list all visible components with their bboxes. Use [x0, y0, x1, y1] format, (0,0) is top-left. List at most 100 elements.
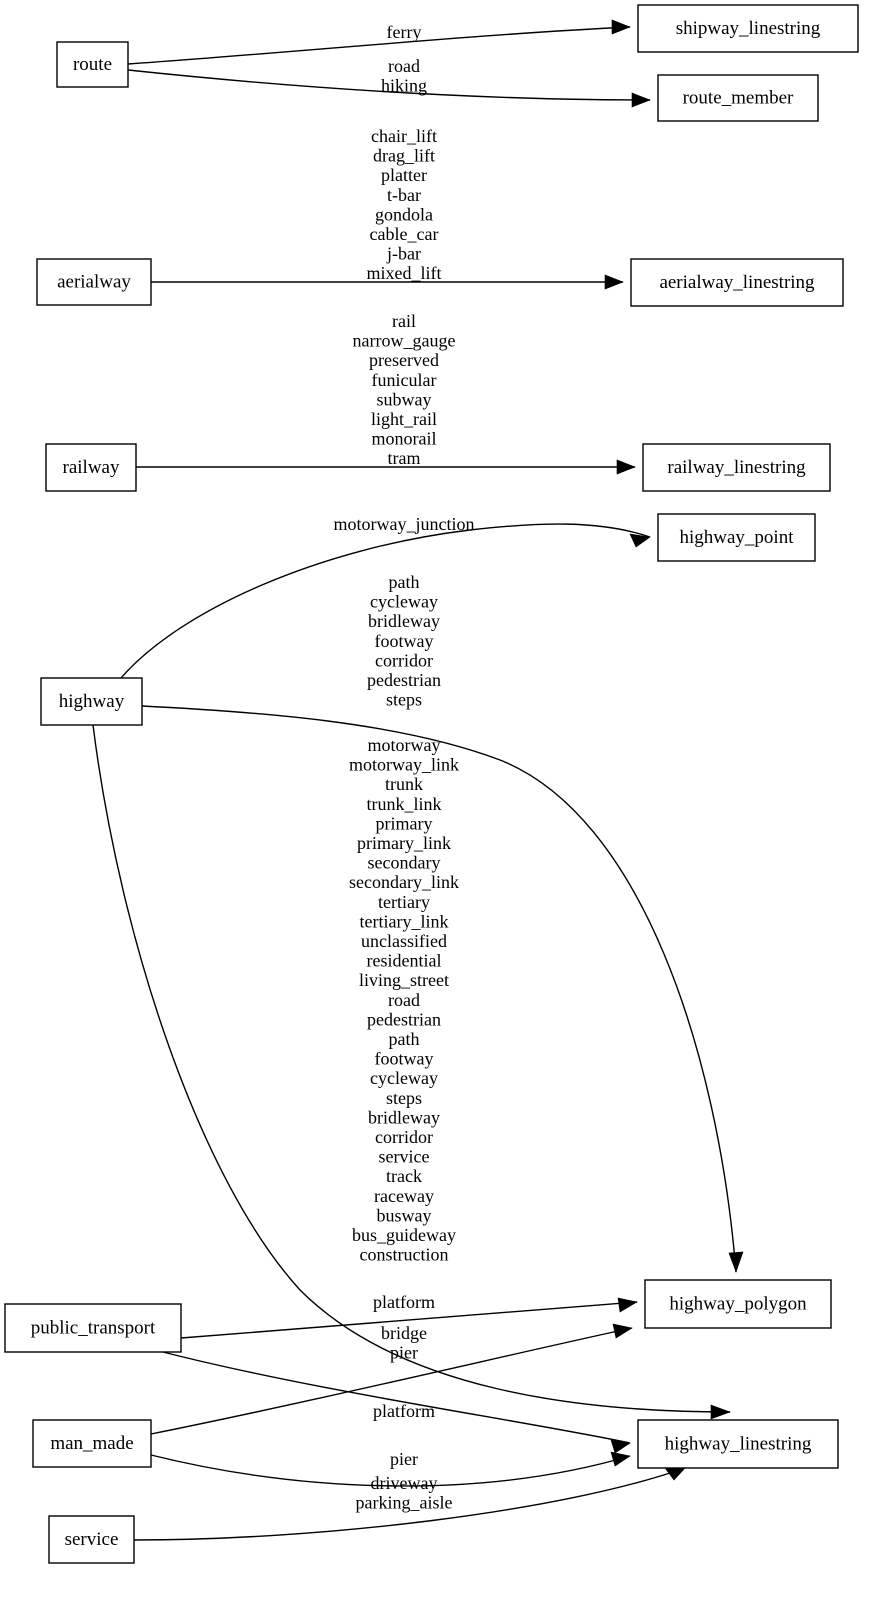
edge-highway-to-highway_polygon	[141, 705, 744, 1273]
edge-highway-to-highway_point	[120, 523, 651, 679]
edge-label: secondary_link	[349, 872, 459, 892]
edge-label-group-man_made-to-highway_linestring: pier	[390, 1449, 418, 1469]
node-aerialway_linestring[interactable]: aerialway_linestring	[630, 258, 844, 307]
node-highway_polygon[interactable]: highway_polygon	[644, 1279, 832, 1329]
edge-label: chair_lift	[371, 126, 437, 146]
edge-label: road	[388, 56, 420, 76]
arrowhead-icon	[604, 274, 624, 290]
edge-label: funicular	[372, 370, 437, 390]
edge-label-group-highway-to-highway_point: motorway_junction	[334, 514, 475, 534]
edge-label: bridge	[381, 1323, 427, 1343]
arrowhead-icon	[611, 19, 631, 35]
node-box[interactable]	[56, 41, 129, 88]
edge-line	[133, 1467, 686, 1541]
node-route_member[interactable]: route_member	[657, 74, 819, 122]
edge-label: light_rail	[371, 409, 437, 429]
node-label: highway_point	[680, 527, 795, 548]
edge-label: cycleway	[370, 1068, 438, 1088]
edge-label: trunk	[385, 774, 423, 794]
edge-labels-layer: ferryroadhikingchair_liftdrag_liftplatte…	[334, 22, 475, 1513]
node-box[interactable]	[45, 443, 137, 492]
edge-label: drag_lift	[373, 146, 435, 166]
edge-label: path	[389, 1029, 420, 1049]
edge-label: motorway_junction	[334, 514, 475, 534]
node-box[interactable]	[657, 513, 816, 562]
edge-label: steps	[386, 690, 422, 710]
node-box[interactable]	[40, 677, 143, 726]
edge-label-group-man_made-to-highway_polygon: platform	[373, 1401, 435, 1421]
node-label: public_transport	[31, 1317, 156, 1338]
edge-route-to-shipway_linestring	[127, 19, 631, 65]
node-box[interactable]	[637, 4, 859, 53]
edge-label: platform	[373, 1292, 435, 1312]
edge-label: secondary	[368, 853, 441, 873]
edge-label: path	[389, 572, 420, 592]
nodes-layer: route shipway_linestring route_memberaeria…	[4, 4, 859, 1564]
edge-label-group-highway-to-highway_linestring: motorwaymotorway_linktrunktrunk_linkprim…	[349, 735, 459, 1265]
node-label: highway	[59, 691, 125, 712]
edge-label: primary_link	[357, 833, 451, 853]
edge-label: busway	[377, 1205, 432, 1225]
edge-railway-to-railway_linestring	[136, 459, 636, 475]
edge-label: road	[388, 990, 420, 1010]
edge-label: pier	[390, 1343, 418, 1363]
edge-label: tram	[388, 448, 421, 468]
edge-label: construction	[360, 1245, 449, 1265]
node-box[interactable]	[637, 1419, 839, 1469]
node-box[interactable]	[657, 74, 819, 122]
edge-label: footway	[375, 1049, 434, 1069]
edge-label: subway	[377, 389, 432, 409]
arrowhead-icon	[610, 1451, 631, 1467]
arrowhead-icon	[710, 1404, 731, 1420]
node-label: railway	[63, 457, 120, 478]
node-shipway_linestring[interactable]: shipway_linestring	[637, 4, 859, 53]
edge-line	[162, 1351, 631, 1444]
edge-label: bridleway	[368, 611, 440, 631]
edge-label: preserved	[369, 350, 439, 370]
node-box[interactable]	[644, 1279, 832, 1329]
edge-line	[92, 724, 731, 1413]
node-railway[interactable]: railway	[45, 443, 137, 492]
node-box[interactable]	[630, 258, 844, 307]
node-box[interactable]	[4, 1303, 182, 1353]
node-box[interactable]	[32, 1419, 152, 1468]
edge-label: parking_aisle	[356, 1493, 453, 1513]
arrowhead-icon	[616, 459, 636, 475]
node-highway_linestring[interactable]: highway_linestring	[637, 1419, 839, 1469]
node-box[interactable]	[642, 443, 831, 492]
node-public_transport[interactable]: public_transport	[4, 1303, 182, 1353]
node-highway_point[interactable]: highway_point	[657, 513, 816, 562]
node-man_made[interactable]: man_made	[32, 1419, 152, 1468]
node-route[interactable]: route	[56, 41, 129, 88]
node-highway[interactable]: highway	[40, 677, 143, 726]
node-label: shipway_linestring	[676, 18, 821, 39]
edge-label: narrow_gauge	[353, 331, 456, 351]
edge-label: mixed_lift	[367, 263, 442, 283]
node-label: route_member	[683, 87, 794, 108]
edge-label: j-bar	[386, 244, 421, 264]
edge-label-group-railway-to-railway_linestring: railnarrow_gaugepreservedfunicularsubway…	[353, 311, 456, 468]
edge-label: bridleway	[368, 1107, 440, 1127]
edge-line	[127, 69, 651, 101]
edge-line	[150, 1327, 633, 1435]
edge-label: track	[386, 1166, 422, 1186]
arrowhead-icon	[629, 533, 651, 548]
edge-public_transport-to-highway_polygon	[180, 1297, 638, 1339]
edge-label: residential	[367, 951, 442, 971]
edge-label: cycleway	[370, 592, 438, 612]
edge-aerialway-to-aerialway_linestring	[151, 274, 624, 290]
node-box[interactable]	[36, 258, 152, 306]
edge-label: ferry	[387, 22, 422, 42]
node-aerialway[interactable]: aerialway	[36, 258, 152, 306]
node-railway_linestring[interactable]: railway_linestring	[642, 443, 831, 492]
edge-label: t-bar	[387, 185, 421, 205]
edge-public_transport-to-highway_linestring	[162, 1351, 631, 1454]
node-label: aerialway_linestring	[659, 272, 815, 293]
arrowhead-icon	[610, 1439, 631, 1454]
node-label: service	[65, 1529, 119, 1550]
arrowhead-icon	[612, 1323, 633, 1339]
node-box[interactable]	[48, 1515, 135, 1564]
node-service[interactable]: service	[48, 1515, 135, 1564]
